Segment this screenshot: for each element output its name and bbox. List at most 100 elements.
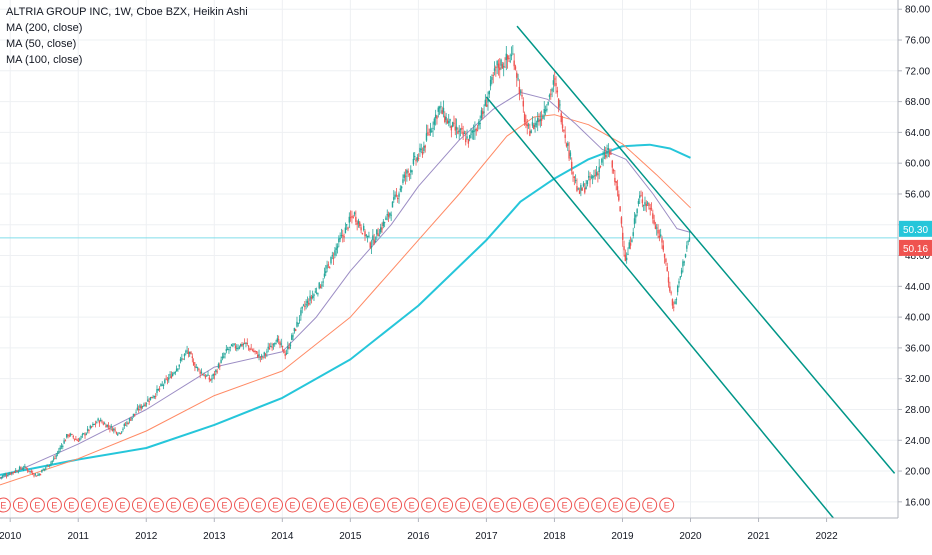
candle-body bbox=[321, 284, 323, 286]
grid bbox=[0, 0, 898, 518]
candle-body bbox=[33, 475, 35, 477]
indicator-ma50[interactable]: MA (50, close) bbox=[6, 38, 77, 50]
candle-body bbox=[431, 130, 433, 132]
candle-body bbox=[194, 365, 196, 368]
candle-body bbox=[635, 214, 637, 218]
ma100-line bbox=[0, 114, 691, 486]
candle-body bbox=[79, 438, 81, 441]
candle-body bbox=[412, 158, 415, 165]
candle-body bbox=[588, 176, 590, 178]
earnings-marker bbox=[217, 497, 232, 513]
candle-body bbox=[589, 178, 591, 181]
candle-body bbox=[68, 435, 71, 437]
candle-body bbox=[298, 319, 301, 321]
candle-body bbox=[419, 147, 421, 152]
candle-body bbox=[208, 377, 211, 380]
candle-body bbox=[122, 428, 124, 430]
indicator-ma100[interactable]: MA (100, close) bbox=[6, 54, 83, 66]
earnings-marker bbox=[659, 497, 675, 513]
candle-body bbox=[145, 403, 148, 405]
earnings-label: E bbox=[307, 501, 313, 511]
candle-body bbox=[117, 434, 119, 436]
candle-body bbox=[688, 237, 691, 241]
candle-body bbox=[103, 423, 106, 425]
candle-body bbox=[97, 418, 99, 421]
earnings-marker bbox=[29, 497, 45, 513]
candle-body bbox=[291, 335, 293, 340]
candle-body bbox=[675, 299, 678, 301]
candle-body bbox=[64, 440, 67, 442]
candle-body bbox=[543, 109, 545, 114]
earnings-marker bbox=[455, 497, 471, 513]
price-labels: 50.30 50.16 bbox=[899, 220, 932, 256]
candle-body bbox=[328, 267, 331, 269]
candle-body bbox=[3, 474, 5, 476]
candle-body bbox=[161, 384, 163, 386]
candle-body bbox=[577, 188, 579, 190]
candle-body bbox=[582, 183, 585, 187]
candle-body bbox=[593, 175, 595, 178]
candle-body bbox=[143, 404, 145, 406]
candle-body bbox=[411, 170, 413, 172]
candle-body bbox=[679, 276, 682, 278]
candle-body bbox=[521, 94, 523, 97]
candle-body bbox=[54, 457, 56, 459]
candle-body bbox=[459, 128, 462, 130]
candle-body bbox=[624, 254, 627, 261]
earnings-marker bbox=[302, 497, 318, 513]
candle-body bbox=[5, 475, 8, 477]
candle-body bbox=[171, 373, 174, 377]
earnings-label: E bbox=[324, 501, 330, 511]
candle-body bbox=[0, 476, 3, 478]
candle-body bbox=[149, 397, 152, 400]
candle-body bbox=[622, 232, 624, 240]
y-axis[interactable]: 80.0076.0072.0068.0064.0060.0056.0052.00… bbox=[897, 0, 930, 518]
candle-body bbox=[43, 468, 46, 470]
candle-body bbox=[260, 355, 263, 357]
candle-body bbox=[623, 246, 625, 251]
candle-body bbox=[237, 347, 239, 349]
candle-body bbox=[650, 208, 653, 210]
candle-body bbox=[353, 212, 356, 215]
x-tick-label: 2010 bbox=[0, 531, 22, 542]
earnings-label: E bbox=[136, 501, 142, 511]
candle-body bbox=[552, 80, 555, 85]
candle-body bbox=[472, 130, 475, 132]
candle-body bbox=[249, 348, 251, 350]
candle-body bbox=[373, 239, 375, 244]
candle-body bbox=[123, 424, 125, 427]
candle-body bbox=[339, 237, 341, 240]
earnings-marker bbox=[319, 497, 335, 513]
trend-channel[interactable] bbox=[485, 25, 896, 519]
candle-body bbox=[304, 306, 306, 308]
candle-body bbox=[380, 227, 382, 233]
candle-body bbox=[21, 468, 23, 470]
candle-body bbox=[42, 469, 44, 471]
candle-body bbox=[663, 253, 666, 258]
candle-body bbox=[500, 59, 502, 66]
indicator-ma200[interactable]: MA (200, close) bbox=[6, 22, 83, 34]
earnings-label: E bbox=[290, 501, 296, 511]
candle-body bbox=[60, 445, 63, 447]
candle-body bbox=[449, 118, 451, 122]
x-tick-label: 2011 bbox=[67, 531, 89, 542]
candle-body bbox=[318, 282, 320, 289]
candle-body bbox=[105, 425, 107, 428]
candle-body bbox=[597, 173, 599, 176]
candle-body bbox=[1, 475, 4, 477]
candle-body bbox=[277, 339, 280, 341]
candle-body bbox=[296, 321, 298, 327]
chart-title[interactable]: ALTRIA GROUP INC, 1W, Cboe BZX, Heikin A… bbox=[6, 6, 248, 18]
earnings-marker bbox=[336, 497, 352, 513]
candle-body bbox=[216, 371, 218, 373]
candle-body bbox=[611, 160, 613, 168]
candle-body bbox=[191, 356, 194, 358]
candle-body bbox=[110, 425, 112, 428]
candle-body bbox=[250, 348, 252, 350]
candle-body bbox=[357, 220, 360, 224]
candle-body bbox=[84, 434, 86, 436]
earnings-marker bbox=[199, 497, 215, 513]
earnings-label: E bbox=[392, 501, 398, 511]
